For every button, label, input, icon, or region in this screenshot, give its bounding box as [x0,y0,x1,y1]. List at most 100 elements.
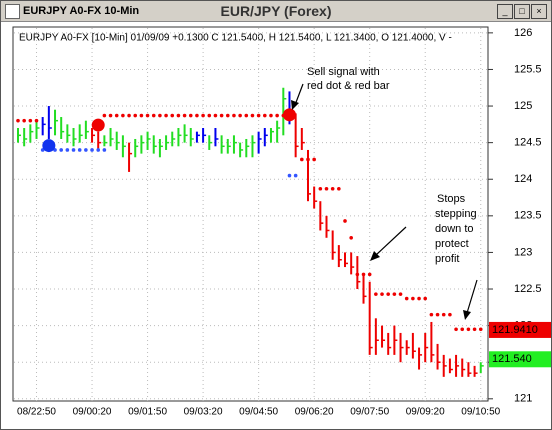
close-button[interactable]: × [531,4,547,19]
stop-dot [355,272,360,277]
stop-dot [164,113,168,118]
stop-dot [380,292,384,296]
stop-dot [404,296,409,301]
x-tick-label: 09/00:20 [73,407,112,418]
stop-dot [77,148,82,152]
stop-dot [361,272,366,277]
title-bar: EUR/JPY (Forex) EURJPY A0-FX 10-Min _ □ … [1,1,551,22]
annotation-sell: Sell signal with red dot & red bar [291,66,390,110]
x-tick-label: 09/10:50 [461,407,500,418]
annotation: down to [435,223,474,235]
stop-dot [256,113,261,118]
stop-dot [139,113,144,118]
stop-dot [318,186,323,191]
stop-dot [90,148,94,152]
stop-dot [114,113,119,118]
stop-dot [392,292,397,296]
stop-dot [145,113,150,118]
stop-dot [411,296,415,301]
maximize-button[interactable]: □ [514,4,530,19]
annotation: stepping [435,208,477,220]
y-tick-label: 121 [514,393,532,405]
stop-dot [349,235,353,240]
x-tick-label: 09/07:50 [350,407,389,418]
arrow-head [370,251,380,261]
stop-dot [324,186,329,191]
chart: EURJPY A0-FX [10-Min] 01/09/09 +0.1300 C… [1,22,551,429]
arrow-head [463,310,471,320]
y-tick-label: 124 [514,173,532,185]
stop-dot [306,157,310,162]
stop-dot [96,148,101,152]
y-tick-label: 122.5 [514,283,542,295]
stop-dot [158,113,162,118]
stop-dot [287,173,292,178]
arrow-head [291,100,299,110]
x-tick-label: 09/01:50 [128,407,167,418]
window-icon[interactable] [5,4,20,19]
stop-dot [127,113,131,118]
y-tick-label: 123 [514,246,532,258]
window-name: EURJPY A0-FX 10-Min [23,5,140,17]
stop-dot [151,113,156,118]
stop-dot [367,272,372,277]
stop-dot [454,327,458,332]
stop-dot [71,148,76,152]
y-tick-label: 125 [514,100,532,112]
stop-dot [16,118,20,123]
stop-dot [65,148,70,152]
stop-dot [300,157,304,162]
stop-dot [244,113,249,118]
annotation: profit [435,253,459,265]
y-tick-label: 123.5 [514,210,542,222]
annotation: Sell signal with [307,66,380,78]
signal-dot [282,108,296,122]
stop-dot [102,148,107,152]
stop-dot [343,219,347,223]
stop-dot [121,113,125,118]
stop-dot [207,113,212,118]
stop-dot [466,327,471,332]
x-tick-label: 09/09:20 [406,407,445,418]
signal-dot [42,139,56,153]
signal-dot [91,118,105,132]
stop-dot [398,292,403,296]
stop-dot [337,186,341,191]
y-tick-label: 125.5 [514,63,542,75]
annotation: protect [435,238,469,250]
annotation: Stops [437,193,466,205]
stop-dot [441,312,446,317]
annotation-stops: Stops stepping down to protect profit [370,193,478,320]
arrow [375,226,407,256]
stop-dot [417,296,421,301]
stop-dot [435,312,440,317]
stop-dot [133,113,138,118]
stop-dot [460,327,465,332]
stop-dot [213,113,218,118]
stop-dot [374,292,378,296]
stop-dot [386,292,391,296]
stop-dot [429,312,434,317]
chart-title: EUR/JPY (Forex) [220,3,332,19]
stop-dot [34,118,39,123]
stop-dot [170,113,175,118]
stop-dot [219,113,224,118]
price-tag [489,321,551,338]
stop-dot [22,118,26,123]
x-tick-label: 08/22:50 [17,407,56,418]
stop-dot [263,113,267,118]
x-tick-label: 09/06:20 [295,407,334,418]
minimize-button[interactable]: _ [497,4,513,19]
y-tick-label: 124.5 [514,137,542,149]
stop-dot [108,113,113,118]
stop-dot [238,113,242,118]
arrow [294,83,304,106]
stop-dot [472,327,477,332]
price-tag-label: 121.540 [492,353,532,365]
stop-dot [330,186,335,191]
price-tag [489,351,551,368]
stop-dot [102,113,107,118]
stop-dot [176,113,181,118]
stop-dot [232,113,236,118]
